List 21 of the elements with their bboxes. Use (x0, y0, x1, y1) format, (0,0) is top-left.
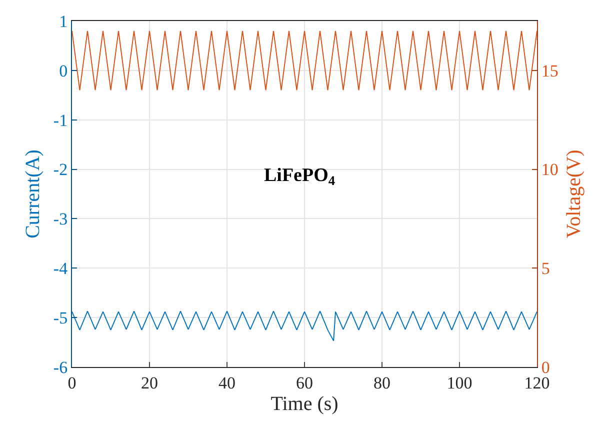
y-tick-label: 0 (59, 61, 68, 80)
y-tick-label: -4 (53, 259, 68, 278)
y2-tick-label: 15 (541, 61, 558, 80)
y-tick-label: -6 (53, 358, 68, 377)
y-tick-label: -5 (53, 308, 68, 328)
x-tick-label: 80 (374, 373, 390, 392)
x-tick-label: 40 (218, 373, 236, 392)
annotation: LiFePO$_{4}$ (264, 165, 336, 188)
y-tick-label: -1 (53, 110, 68, 130)
y2-tick-label: 10 (541, 160, 558, 180)
y-tick-label: 1 (59, 12, 68, 31)
y2-axis-title: Voltage(V) (562, 150, 585, 238)
y-tick-label: -2 (53, 160, 68, 180)
x-tick-label: 20 (141, 373, 158, 392)
x-tick-label: 60 (296, 373, 313, 392)
line-series (72, 310, 537, 342)
x-tick-label: 100 (446, 373, 472, 392)
y-tick-label: -3 (53, 210, 68, 229)
x-axis-title: Time (s) (270, 392, 338, 415)
y2-tick-label: 5 (541, 259, 550, 278)
y-axis-title: Current(A) (22, 150, 44, 238)
